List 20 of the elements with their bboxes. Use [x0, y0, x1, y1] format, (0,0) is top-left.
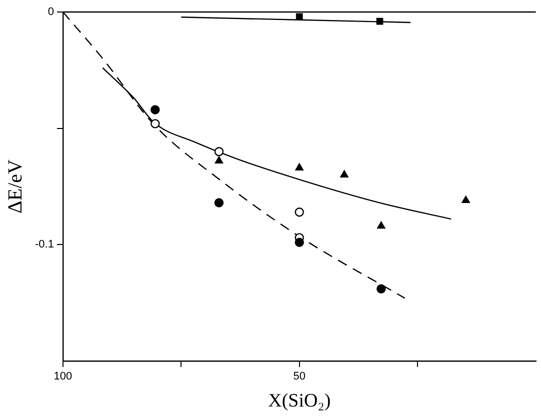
point — [214, 156, 224, 164]
point — [295, 163, 304, 170]
point — [294, 207, 304, 217]
y-tick-label: -0.1 — [34, 238, 54, 251]
point — [214, 147, 224, 156]
point — [294, 238, 304, 247]
point — [296, 13, 303, 20]
x-tick-label: 100 — [54, 370, 72, 383]
point — [376, 18, 384, 25]
point — [150, 105, 160, 114]
point — [377, 221, 386, 229]
point — [214, 198, 224, 208]
x-tick-label: 50 — [293, 370, 306, 383]
x-axis-title: X(SiO₂) — [268, 390, 331, 412]
point — [462, 196, 470, 204]
point — [376, 284, 386, 294]
point — [340, 170, 348, 178]
point — [150, 119, 160, 128]
y-tick-label: 0 — [48, 6, 54, 18]
y-axis-title: ΔE/eV — [4, 158, 26, 214]
